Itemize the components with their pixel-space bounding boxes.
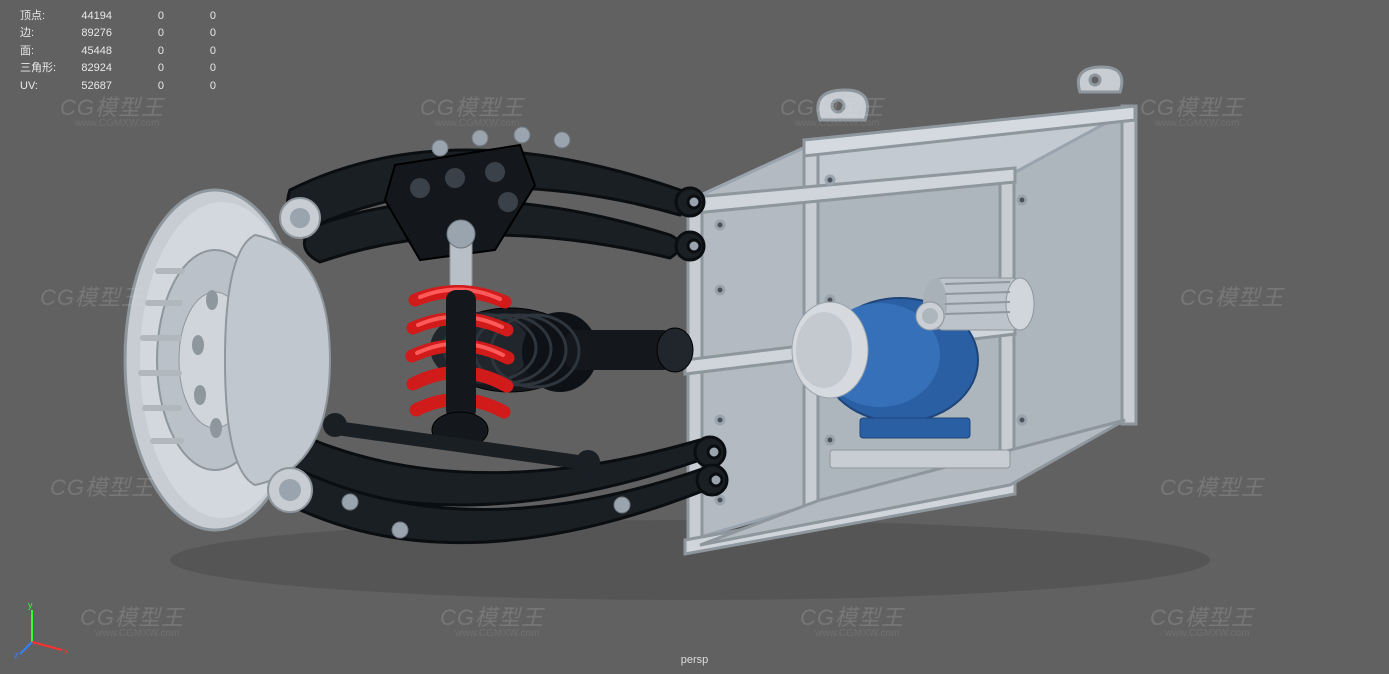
viewport-3d[interactable] bbox=[0, 0, 1389, 674]
stats-label: 顶点: bbox=[20, 8, 68, 25]
stats-row: 面:4544800 bbox=[20, 43, 224, 60]
stats-label: 边: bbox=[20, 25, 68, 42]
scene-render bbox=[0, 0, 1389, 674]
stats-row: UV:5268700 bbox=[20, 78, 224, 95]
wheel-hub bbox=[125, 190, 330, 530]
svg-text:x: x bbox=[64, 646, 69, 656]
svg-text:z: z bbox=[14, 650, 19, 660]
stats-row: 三角形:8292400 bbox=[20, 60, 224, 77]
camera-label: persp bbox=[681, 654, 709, 666]
svg-text:y: y bbox=[28, 600, 33, 610]
stats-row: 顶点:4419400 bbox=[20, 8, 224, 25]
coilover-shock bbox=[385, 145, 535, 448]
stats-label: UV: bbox=[20, 78, 68, 95]
view-axis-indicator: y x z bbox=[14, 600, 74, 660]
stats-row: 边:8927600 bbox=[20, 25, 224, 42]
stats-label: 面: bbox=[20, 43, 68, 60]
polycount-stats: 顶点:4419400 边:8927600 面:4544800 三角形:82924… bbox=[20, 8, 224, 95]
stats-label: 三角形: bbox=[20, 60, 68, 77]
